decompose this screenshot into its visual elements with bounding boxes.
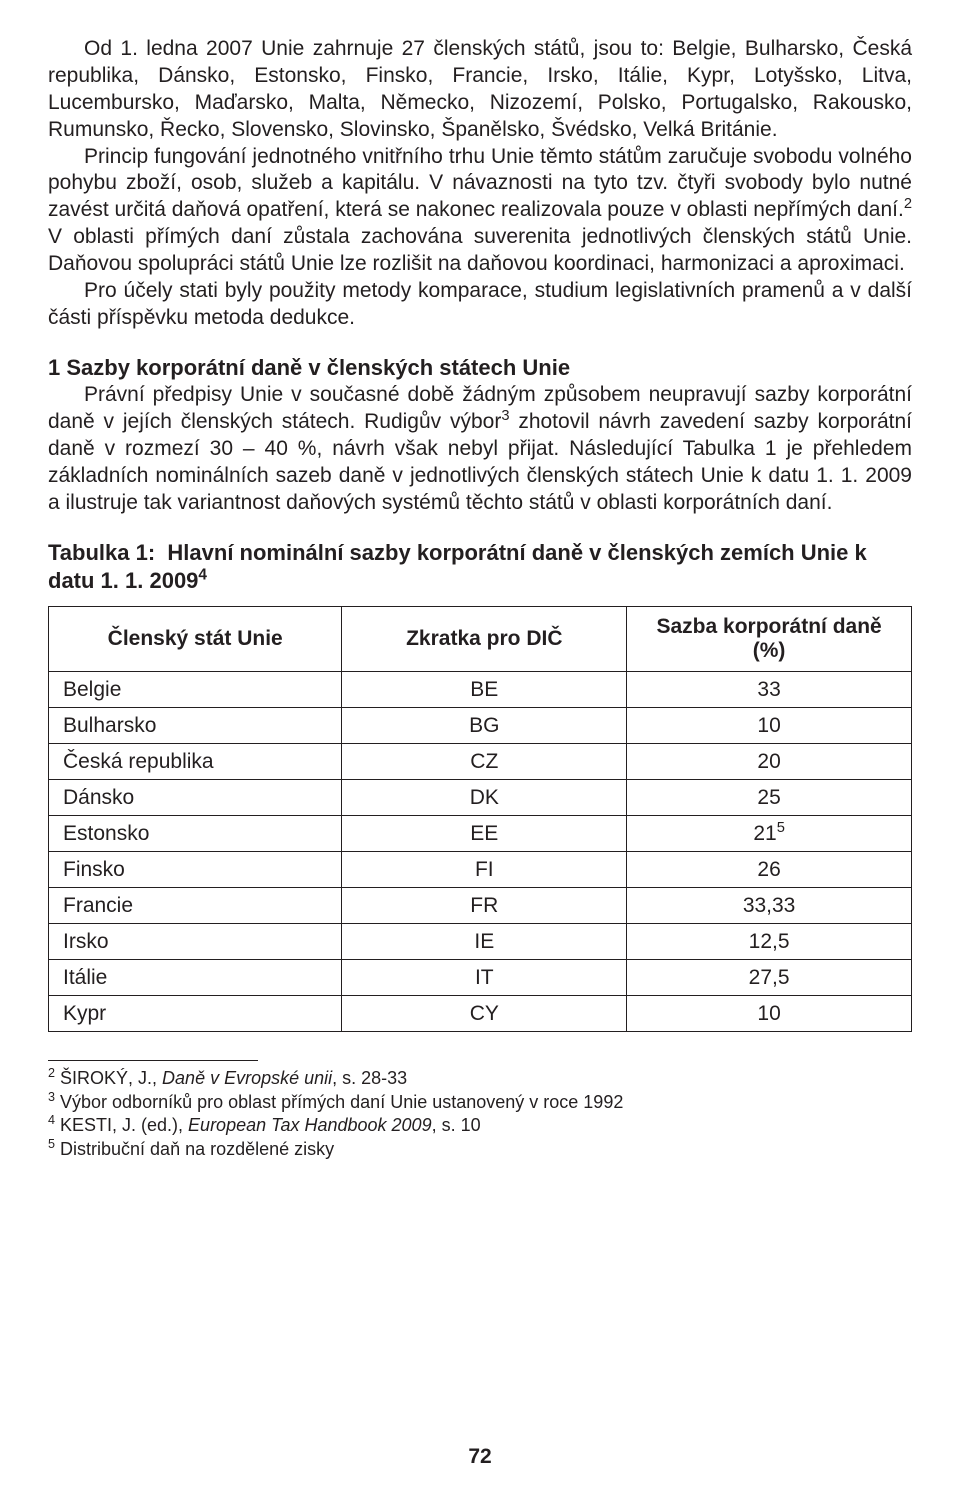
cell-rate: 10: [627, 707, 912, 743]
cell-dic: FR: [342, 887, 627, 923]
footnote-2-num: 2: [48, 1066, 55, 1080]
cell-rate: 26: [627, 851, 912, 887]
table-row: EstonskoEE215: [49, 815, 912, 851]
cell-rate: 12,5: [627, 923, 912, 959]
footnote-5-num: 5: [48, 1137, 55, 1151]
cell-dic: IE: [342, 923, 627, 959]
cell-state: Irsko: [49, 923, 342, 959]
table-header-row: Členský stát Unie Zkratka pro DIČ Sazba …: [49, 606, 912, 671]
footnote-2-text-b: , s. 28-33: [332, 1068, 407, 1088]
section-1-heading: 1 Sazby korporátní daně v členských stát…: [48, 354, 912, 383]
cell-state: Itálie: [49, 959, 342, 995]
footnote-rule: [48, 1060, 258, 1061]
footnote-3-text: Výbor odborníků pro oblast přímých daní …: [55, 1092, 623, 1112]
cell-state: Kypr: [49, 995, 342, 1031]
table-row: FinskoFI26: [49, 851, 912, 887]
col-header-rate: Sazba korporátní daně (%): [627, 606, 912, 671]
cell-dic: BE: [342, 671, 627, 707]
cell-state: Finsko: [49, 851, 342, 887]
footnote-4-italic: European Tax Handbook 2009: [188, 1115, 432, 1135]
footnote-2-text-a: ŠIROKÝ, J.,: [55, 1068, 162, 1088]
body-paragraph-2a: Princip fungování jednotného vnitřního t…: [48, 145, 912, 222]
table-1-title: Tabulka 1: Hlavní nominální sazby korpor…: [48, 539, 912, 596]
cell-rate-sup: 5: [777, 820, 785, 836]
cell-dic: CZ: [342, 743, 627, 779]
cell-dic: IT: [342, 959, 627, 995]
table-row: FrancieFR33,33: [49, 887, 912, 923]
footnote-2-italic: Daně v Evropské unii: [162, 1068, 332, 1088]
table-1-title-prefix: Tabulka 1:: [48, 540, 155, 565]
footnote-4-text-a: KESTI, J. (ed.),: [55, 1115, 188, 1135]
table-row: BelgieBE33: [49, 671, 912, 707]
footnote-ref-2: 2: [904, 196, 912, 212]
footnote-3: 3 Výbor odborníků pro oblast přímých dan…: [48, 1091, 912, 1115]
footnote-3-num: 3: [48, 1090, 55, 1104]
corporate-tax-table: Členský stát Unie Zkratka pro DIČ Sazba …: [48, 606, 912, 1032]
cell-state: Francie: [49, 887, 342, 923]
col-header-state: Členský stát Unie: [49, 606, 342, 671]
cell-state: Dánsko: [49, 779, 342, 815]
body-paragraph-2: Princip fungování jednotného vnitřního t…: [48, 144, 912, 278]
cell-rate: 33,33: [627, 887, 912, 923]
cell-rate: 20: [627, 743, 912, 779]
cell-dic: DK: [342, 779, 627, 815]
col-header-dic: Zkratka pro DIČ: [342, 606, 627, 671]
cell-state: Česká republika: [49, 743, 342, 779]
cell-rate: 27,5: [627, 959, 912, 995]
cell-dic: BG: [342, 707, 627, 743]
table-row: Česká republikaCZ20: [49, 743, 912, 779]
cell-rate: 25: [627, 779, 912, 815]
cell-rate: 33: [627, 671, 912, 707]
footnote-ref-4: 4: [198, 567, 207, 584]
footnote-ref-3: 3: [501, 408, 509, 424]
cell-rate: 10: [627, 995, 912, 1031]
table-row: KyprCY10: [49, 995, 912, 1031]
footnotes-block: 2 ŠIROKÝ, J., Daně v Evropské unii, s. 2…: [48, 1060, 912, 1162]
footnote-4-text-b: , s. 10: [432, 1115, 481, 1135]
cell-rate: 215: [627, 815, 912, 851]
table-1-title-rest: Hlavní nominální sazby korporátní daně v…: [48, 540, 867, 594]
section-1-paragraph: Právní předpisy Unie v současné době žád…: [48, 382, 912, 516]
cell-state: Belgie: [49, 671, 342, 707]
cell-state: Bulharsko: [49, 707, 342, 743]
cell-dic: FI: [342, 851, 627, 887]
table-row: DánskoDK25: [49, 779, 912, 815]
table-row: ItálieIT27,5: [49, 959, 912, 995]
table-row: IrskoIE12,5: [49, 923, 912, 959]
footnote-4-num: 4: [48, 1113, 55, 1127]
cell-state: Estonsko: [49, 815, 342, 851]
page-number: 72: [0, 1445, 960, 1469]
table-row: BulharskoBG10: [49, 707, 912, 743]
cell-dic: EE: [342, 815, 627, 851]
body-paragraph-2b: V oblasti přímých daní zůstala zachována…: [48, 225, 912, 275]
footnote-2: 2 ŠIROKÝ, J., Daně v Evropské unii, s. 2…: [48, 1067, 912, 1091]
body-paragraph-3: Pro účely stati byly použity metody komp…: [48, 278, 912, 332]
cell-dic: CY: [342, 995, 627, 1031]
body-paragraph-1: Od 1. ledna 2007 Unie zahrnuje 27 člensk…: [48, 36, 912, 144]
footnote-5: 5 Distribuční daň na rozdělené zisky: [48, 1138, 912, 1162]
footnote-5-text: Distribuční daň na rozdělené zisky: [55, 1139, 334, 1159]
footnote-4: 4 KESTI, J. (ed.), European Tax Handbook…: [48, 1114, 912, 1138]
